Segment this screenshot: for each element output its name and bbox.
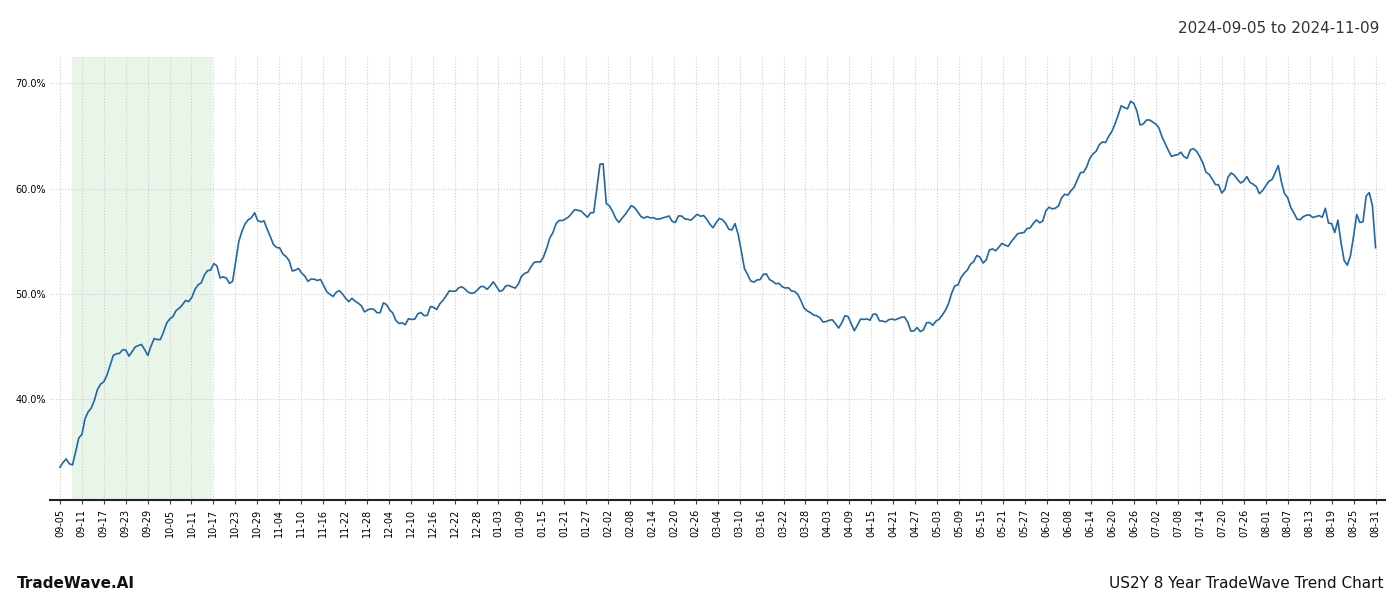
Text: US2Y 8 Year TradeWave Trend Chart: US2Y 8 Year TradeWave Trend Chart [1109,576,1383,591]
Bar [73,57,210,500]
Text: TradeWave.AI: TradeWave.AI [17,576,134,591]
Text: 2024-09-05 to 2024-11-09: 2024-09-05 to 2024-11-09 [1177,21,1379,36]
